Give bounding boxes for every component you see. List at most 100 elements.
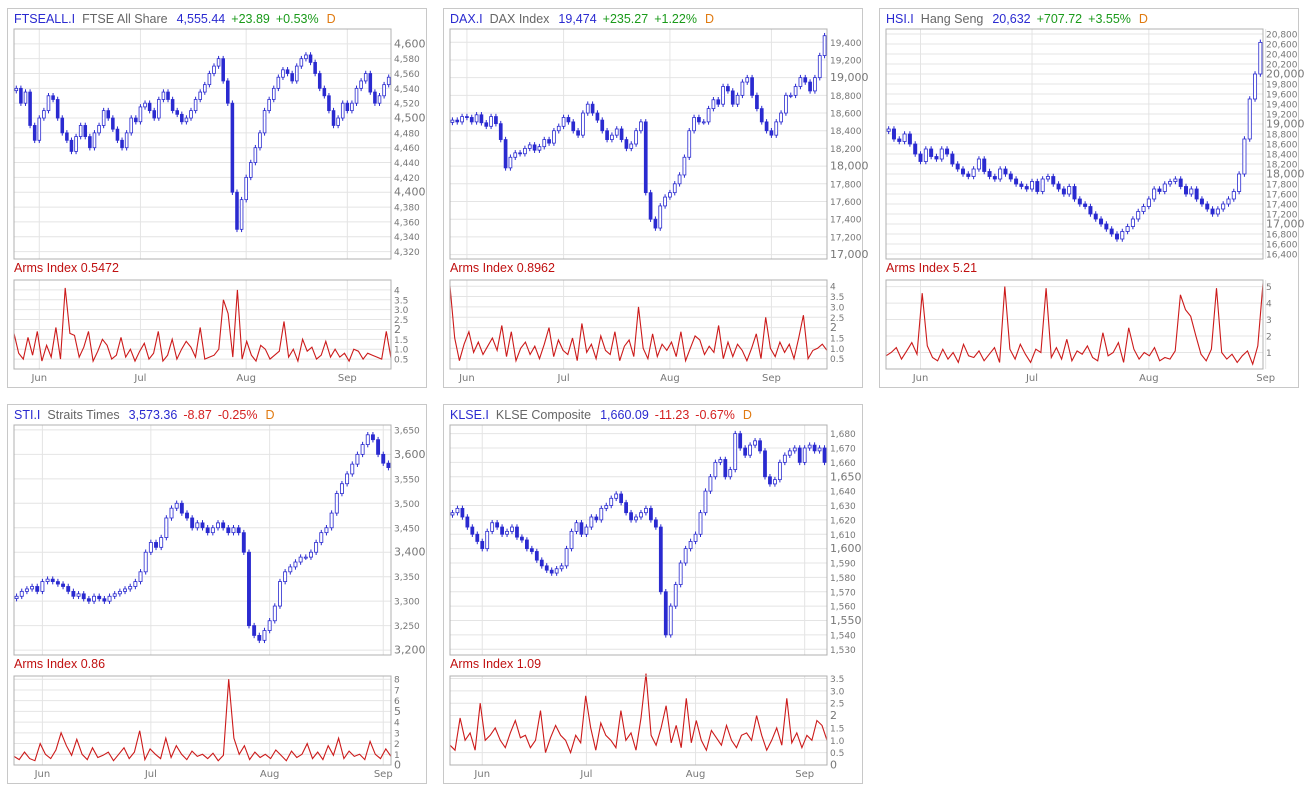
candle-body [961, 168, 965, 175]
candle-body [111, 117, 115, 130]
candle-body [1093, 213, 1098, 220]
candle-body [1077, 198, 1082, 205]
candle-body [1130, 218, 1135, 227]
candle-body [190, 517, 195, 529]
candle-body [788, 94, 793, 97]
candle-body [564, 548, 569, 567]
period-flag[interactable]: D [1138, 12, 1148, 26]
candle-body [576, 130, 580, 136]
candle-body [271, 87, 276, 100]
price-change: -8.87 [183, 408, 212, 422]
candle-body [1136, 211, 1141, 220]
candle-body [682, 156, 687, 176]
price-tick-label: 1,610 [830, 531, 856, 541]
candle-body [764, 121, 769, 132]
candle-body [500, 526, 504, 535]
candle-body [547, 139, 551, 144]
candle-body [226, 527, 231, 534]
candle-body [792, 447, 797, 452]
candle-body [489, 116, 493, 127]
candle-body [544, 565, 549, 571]
candle-body [164, 517, 169, 538]
price-tick-label: 19,200 [830, 56, 862, 66]
candle-body [212, 65, 216, 74]
percent-change: +1.22% [654, 12, 697, 26]
candle-body [360, 444, 365, 455]
arms-index-line [449, 673, 828, 755]
candle-body [1003, 168, 1008, 175]
candle-body [1146, 198, 1151, 207]
price-tick-label: 4,460 [394, 144, 420, 154]
arms-index-value: 1.09 [516, 657, 542, 671]
symbol-link[interactable]: DAX.I [450, 12, 483, 26]
price-tick-label: 18,000 [1266, 168, 1305, 181]
symbol-link[interactable]: FTSEALL.I [14, 12, 76, 26]
arms-tick-label: 2 [1266, 333, 1272, 343]
symbol-link[interactable]: KLSE.I [450, 408, 489, 422]
candle-body [329, 512, 334, 529]
last-price: 1,660.09 [600, 408, 649, 422]
price-tick-label: 18,600 [1266, 141, 1298, 151]
candle-body [124, 132, 129, 149]
candle-body [571, 121, 576, 132]
candle-body [998, 168, 1003, 180]
candle-body [648, 192, 653, 220]
candle-body [1231, 191, 1236, 200]
period-flag[interactable]: D [742, 408, 752, 422]
candle-body [913, 143, 918, 155]
price-tick-label: 17,400 [830, 216, 862, 226]
period-flag[interactable]: D [326, 12, 336, 26]
candle-body [966, 173, 971, 177]
candle-body [619, 128, 624, 140]
candle-body [244, 176, 248, 201]
candle-body [331, 110, 336, 126]
candle-body [609, 497, 614, 506]
candle-body [579, 522, 584, 535]
arms-tick-label: 4 [1266, 300, 1272, 310]
price-tick-label: 4,500 [394, 112, 426, 125]
symbol-link[interactable]: HSI.I [886, 12, 914, 26]
arms-tick-label: 1.0 [830, 345, 845, 355]
arms-tick-label: 3.0 [830, 303, 845, 313]
price-tick-label: 19,000 [1266, 118, 1305, 131]
candle-body [248, 162, 253, 178]
candle-body [267, 620, 272, 631]
candle-body [216, 522, 220, 529]
candle-body [808, 81, 812, 92]
candle-body [797, 447, 802, 463]
arms-index-line [13, 287, 392, 364]
candle-body [479, 114, 484, 124]
candle-body [24, 588, 29, 592]
price-tick-label: 4,560 [394, 70, 420, 80]
price-plot-frame [449, 424, 828, 656]
arms-tick-label: 2.5 [394, 316, 408, 326]
period-flag[interactable]: D [704, 12, 714, 26]
panel-header: HSI.I Hang Seng 20,632 +707.72 +3.55% D [886, 11, 1148, 27]
candle-body [688, 541, 693, 550]
month-label: Sep [338, 373, 357, 384]
arms-tick-label: 4 [394, 719, 400, 729]
candle-body [774, 121, 779, 136]
candle-body [733, 433, 738, 470]
index-name: Straits Times [47, 408, 120, 422]
price-tick-label: 3,300 [394, 598, 420, 608]
candle-body [552, 130, 556, 144]
period-flag[interactable]: D [265, 408, 275, 422]
candle-body [373, 91, 377, 104]
candle-body [523, 148, 527, 155]
candle-body [272, 605, 277, 622]
candle-body [610, 134, 614, 140]
price-tick-label: 1,560 [830, 603, 856, 613]
price-tick-label: 4,420 [394, 174, 420, 184]
candle-body [1162, 183, 1167, 192]
candle-body [340, 102, 345, 119]
candle-body [498, 123, 503, 140]
candle-body [465, 116, 469, 118]
candle-body [81, 593, 86, 600]
candle-body [106, 110, 111, 119]
chart-svg: 19,400 19,200 19,000 18,800 18,600 18,400 18,2… [449, 28, 869, 384]
arms-tick-label: 1.5 [830, 724, 844, 734]
candle-body [359, 80, 363, 89]
symbol-link[interactable]: STI.I [14, 408, 41, 422]
candle-body [902, 133, 907, 142]
